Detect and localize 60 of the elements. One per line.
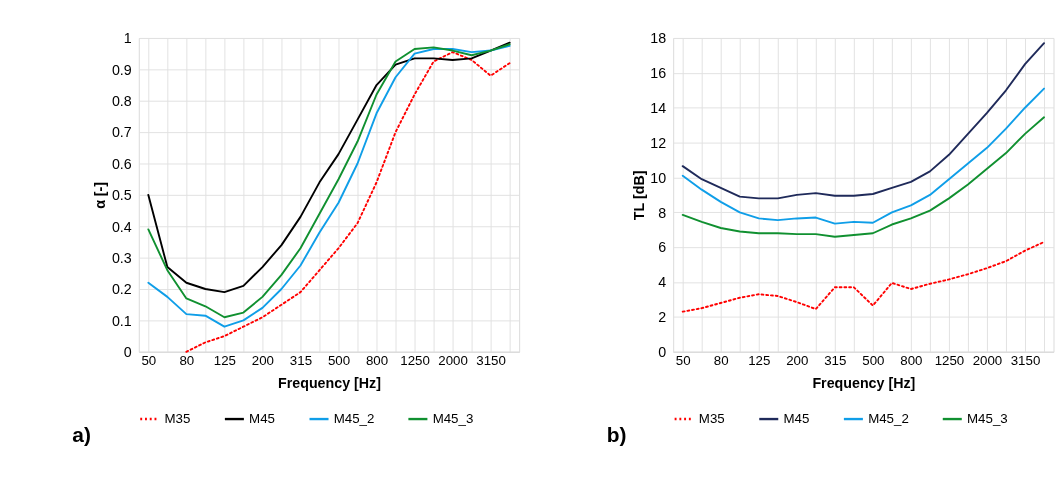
x-tick-label: 315	[289, 352, 313, 368]
y-axis-title: α [-]	[92, 181, 109, 209]
x-tick-label: 2000	[438, 352, 468, 368]
x-tick-label: 80	[713, 352, 729, 368]
line-series	[681, 116, 1045, 238]
legend-label: M35	[164, 410, 191, 426]
y-tick-label: 0.5	[111, 187, 132, 204]
y-tick-label: 0.1	[111, 312, 132, 329]
line-series	[185, 51, 511, 353]
legend-label: M45	[783, 410, 810, 426]
legend-label: M45	[249, 410, 275, 426]
x-tick-label: 200	[251, 352, 274, 368]
text: a)	[72, 423, 91, 447]
x-axis-title: Frequency [Hz]	[278, 375, 381, 392]
y-tick-label: 0.8	[111, 92, 132, 109]
y-tick-label: 10	[650, 169, 667, 186]
y-axis-title: TL [dB]	[630, 170, 647, 221]
legend-label: M35	[698, 410, 725, 426]
text: b)	[606, 423, 627, 447]
x-tick-label: 80	[179, 352, 195, 368]
line-series	[681, 87, 1045, 225]
legend-label: M45_3	[967, 410, 1008, 426]
y-tick-label: 6	[658, 239, 667, 256]
y-tick-label: 2	[658, 309, 667, 326]
x-tick-label: 500	[327, 352, 351, 368]
y-tick-label: 14	[650, 99, 667, 116]
x-tick-label: 3150	[476, 352, 506, 368]
line-series	[681, 241, 1045, 313]
y-tick-label: 0	[123, 344, 132, 361]
y-tick-label: 0.6	[111, 155, 132, 172]
legend-label: M45_3	[432, 410, 474, 426]
y-tick-label: 1	[123, 30, 132, 47]
x-tick-label: 125	[748, 352, 771, 368]
line-series	[681, 42, 1045, 200]
y-tick-label: 18	[650, 30, 667, 47]
y-tick-label: 4	[658, 274, 667, 291]
y-tick-label: 12	[650, 134, 667, 151]
x-tick-label: 315	[824, 352, 847, 368]
y-tick-label: 8	[658, 204, 667, 221]
legend-label: M45_2	[333, 410, 375, 426]
x-tick-label: 125	[213, 352, 236, 368]
x-tick-label: 50	[675, 352, 691, 368]
x-tick-label: 1250	[934, 352, 965, 368]
y-tick-label: 0	[658, 344, 667, 361]
y-tick-label: 16	[650, 65, 667, 82]
legend-label: M45_2	[868, 410, 909, 426]
x-tick-label: 800	[365, 352, 389, 368]
x-tick-label: 2000	[972, 352, 1003, 368]
x-tick-label: 50	[141, 352, 157, 368]
y-tick-label: 0.3	[111, 249, 132, 266]
x-tick-label: 3150	[1010, 352, 1041, 368]
y-tick-label: 0.9	[111, 61, 132, 78]
y-tick-label: 0.2	[111, 281, 132, 298]
x-tick-label: 500	[862, 352, 885, 368]
x-axis-title: Frequency [Hz]	[812, 375, 916, 392]
y-tick-label: 0.7	[111, 124, 132, 141]
x-tick-label: 200	[786, 352, 809, 368]
x-tick-label: 1250	[400, 352, 430, 368]
y-tick-label: 0.4	[111, 218, 132, 235]
x-tick-label: 800	[900, 352, 923, 368]
